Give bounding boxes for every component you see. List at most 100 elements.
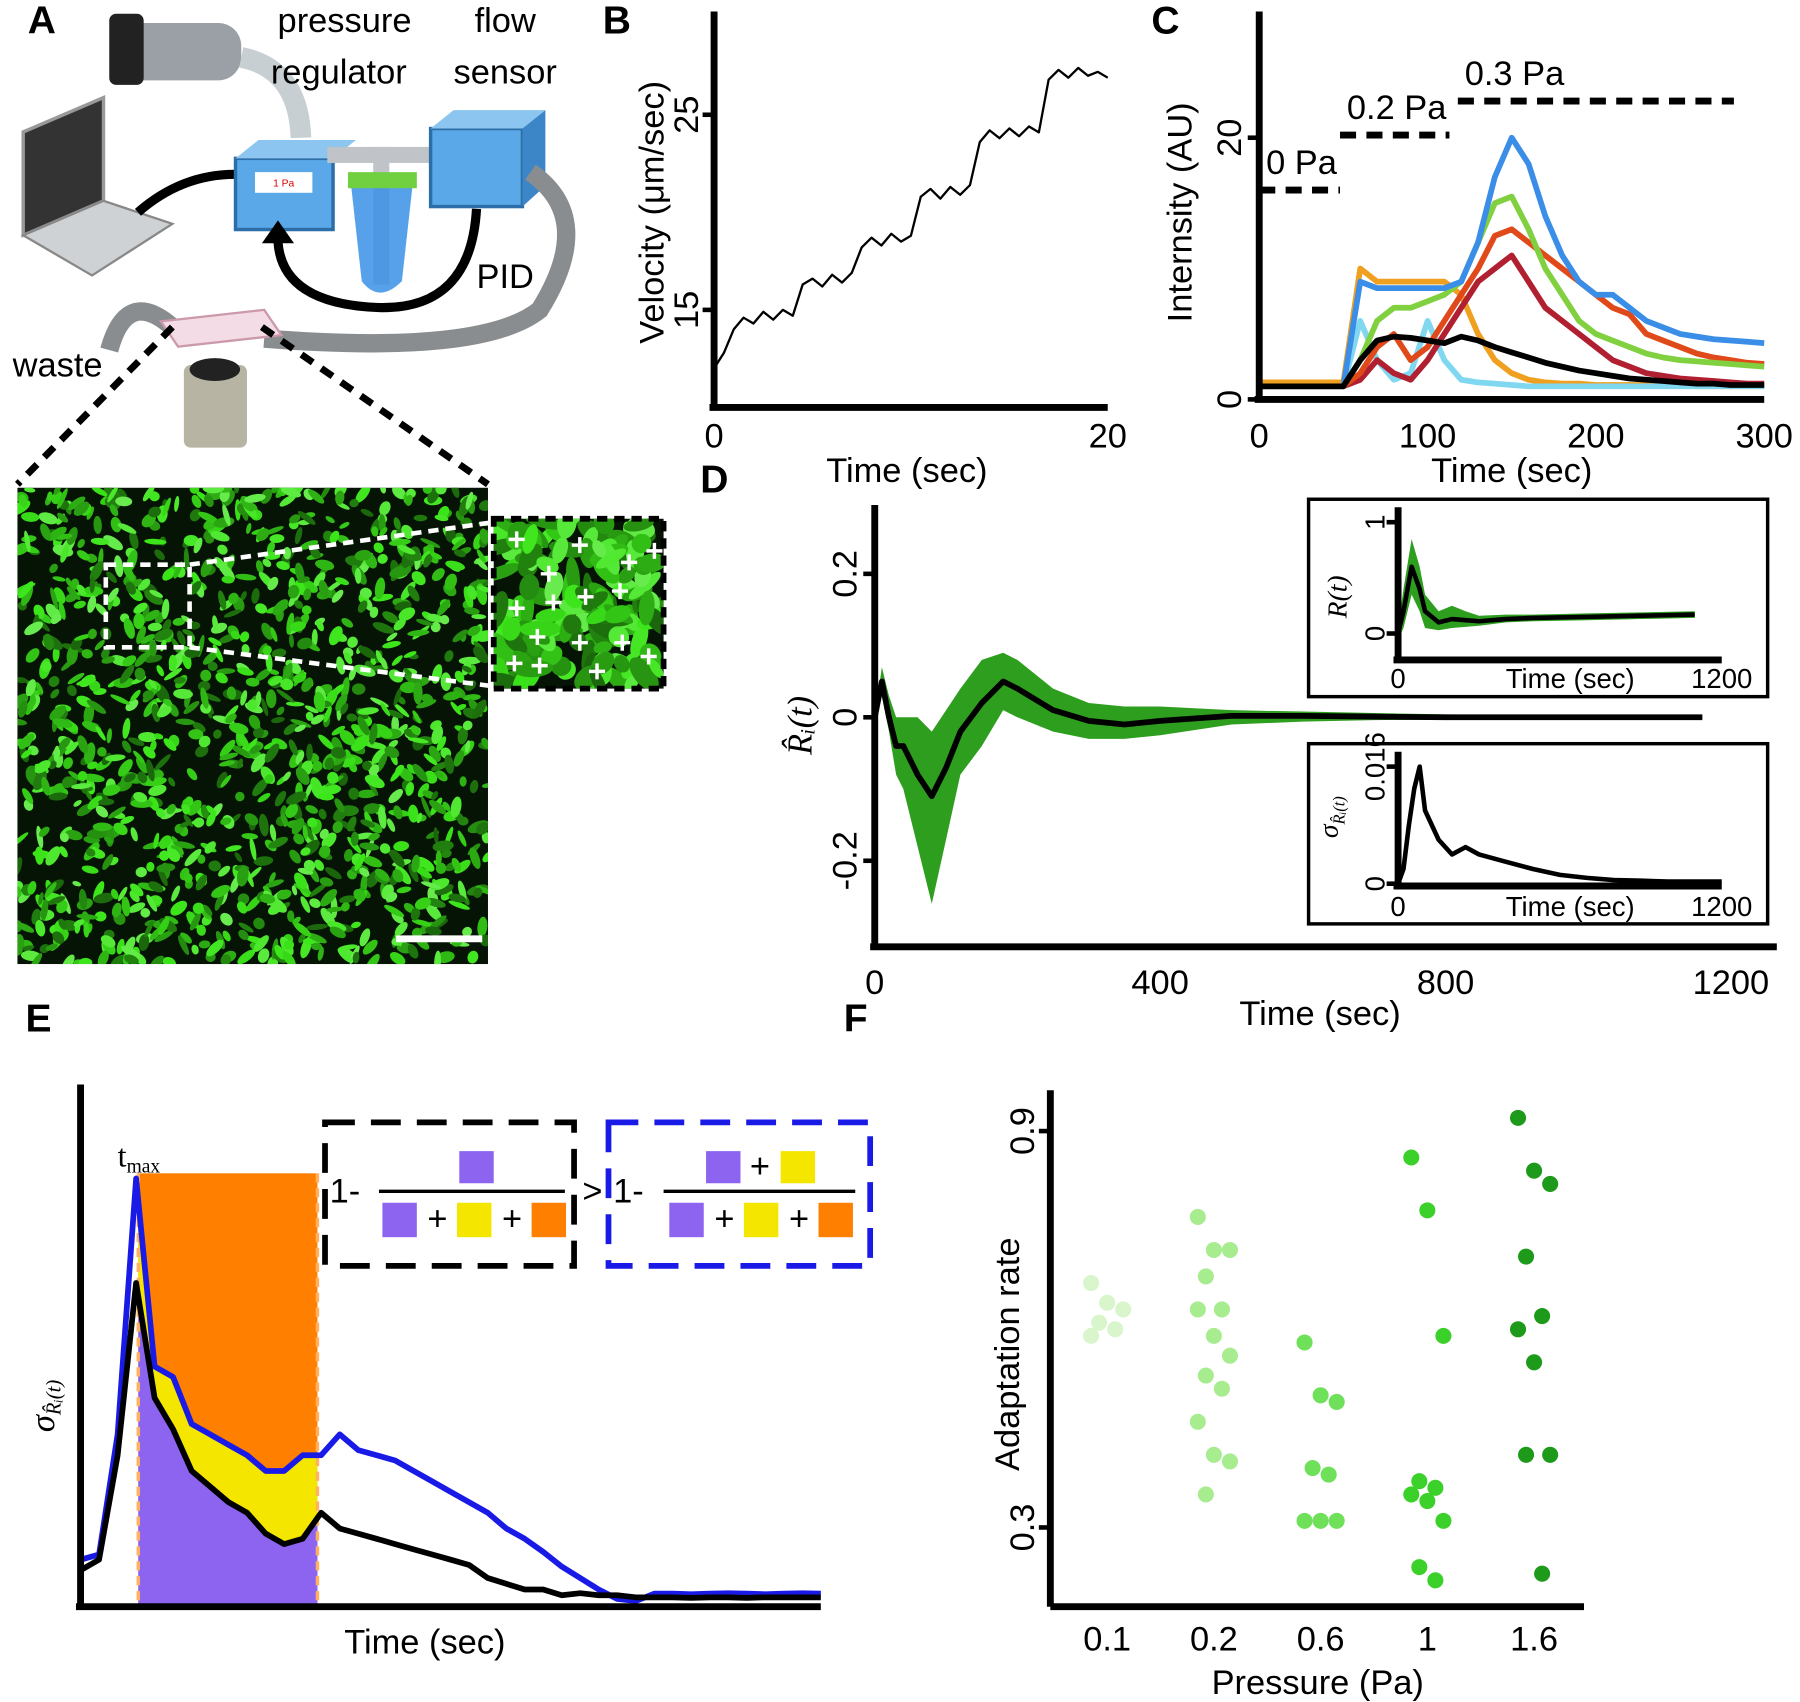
cell: [304, 705, 319, 714]
cell: [266, 541, 276, 554]
cell: [17, 886, 22, 898]
cell: [309, 898, 321, 908]
reservoir-cap: [347, 172, 417, 189]
cell: [519, 574, 540, 601]
cell: [117, 523, 137, 534]
point: [1213, 1301, 1230, 1318]
cell: [38, 892, 44, 906]
cell: [270, 627, 278, 642]
cell: [197, 854, 206, 864]
formula-text: 1-: [613, 1173, 644, 1211]
cell: [317, 946, 324, 961]
line: [1259, 265, 1765, 390]
point: [1312, 1387, 1329, 1404]
cell: [202, 650, 219, 665]
cell: [66, 645, 78, 665]
cell: [364, 953, 380, 965]
point: [1189, 1301, 1206, 1318]
cell: [216, 668, 236, 675]
cell: [294, 724, 306, 733]
cell: [445, 527, 456, 543]
cell: [214, 891, 225, 911]
cell: [331, 725, 346, 736]
cell: [78, 888, 88, 910]
cell: [557, 518, 578, 539]
point: [1419, 1493, 1436, 1510]
y-axis-label: σR̂ᵢ(t): [24, 1380, 65, 1432]
cell: [410, 907, 421, 921]
y-axis-label: Velocity (μm/sec): [633, 81, 671, 344]
cell: [136, 626, 146, 644]
cell: [384, 904, 405, 918]
cell: [188, 729, 204, 740]
cell: [417, 783, 430, 798]
cell: [215, 672, 228, 684]
cell-marker: [646, 542, 663, 559]
cell: [303, 859, 316, 872]
cell: [306, 932, 327, 944]
inset-frame: [1306, 497, 1770, 699]
cell: [217, 590, 227, 610]
orange-square: [531, 1202, 567, 1238]
cell-marker: [614, 634, 631, 651]
cell: [326, 906, 344, 912]
cell: [373, 723, 393, 739]
cell: [94, 911, 107, 922]
cell: [294, 600, 304, 609]
cell: [247, 699, 258, 711]
cell: [240, 690, 248, 706]
cell: [234, 487, 240, 494]
cell: [100, 648, 110, 659]
cell: [410, 725, 421, 736]
cell: [258, 813, 269, 837]
cell: [276, 560, 290, 570]
cell: [421, 881, 441, 889]
cell: [420, 550, 431, 562]
cell: [388, 788, 403, 804]
y-axis-label-text: σ: [1313, 823, 1344, 838]
cell: [241, 644, 250, 655]
cell: [412, 919, 433, 927]
sensor-box: [428, 126, 525, 209]
cell: [535, 608, 566, 623]
cell: [22, 945, 35, 951]
cell: [52, 931, 65, 944]
cell: [300, 847, 311, 856]
cell: [283, 547, 292, 560]
cell: [183, 535, 199, 547]
cell: [17, 934, 25, 956]
pump: [120, 22, 242, 81]
point: [1221, 1453, 1238, 1470]
panel-a: 1 Pa pressure regulator flow sensor PID …: [12, 2, 667, 965]
cell: [473, 887, 483, 899]
cell: [17, 832, 29, 848]
cell: [434, 514, 449, 522]
cell: [280, 813, 289, 827]
point: [1518, 1248, 1535, 1265]
cell: [89, 576, 96, 593]
cell: [87, 595, 97, 613]
cell: [122, 740, 132, 753]
cell: [87, 795, 103, 810]
display: [255, 172, 313, 193]
cell: [124, 954, 139, 965]
cell: [245, 677, 260, 687]
cell: [339, 522, 350, 529]
cell: [135, 757, 149, 774]
cell: [244, 493, 266, 503]
cell: [130, 799, 153, 808]
cell: [181, 803, 191, 815]
cell: [568, 629, 587, 652]
cells: [17, 487, 488, 965]
cell: [407, 629, 430, 637]
cell: [391, 655, 403, 666]
cell: [206, 812, 216, 827]
point: [1115, 1301, 1132, 1318]
cell: [138, 732, 158, 743]
cell: [297, 637, 313, 650]
point: [1083, 1274, 1100, 1292]
cell: [198, 735, 211, 748]
cell: [64, 741, 79, 755]
cell: [146, 861, 155, 872]
